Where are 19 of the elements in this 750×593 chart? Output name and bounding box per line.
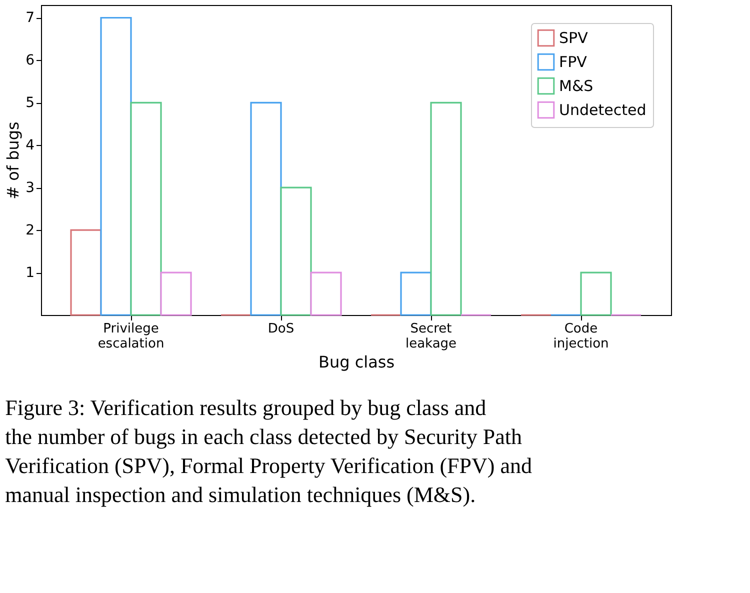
y-tick-label: 3	[26, 180, 34, 196]
legend-label: FPV	[559, 53, 588, 71]
legend-label: SPV	[559, 29, 589, 47]
y-tick-label: 7	[26, 10, 34, 26]
x-axis-title: Bug class	[318, 352, 395, 372]
y-tick-label: 4	[26, 138, 35, 154]
y-tick-label: 5	[26, 95, 34, 112]
y-tick-label: 1	[26, 265, 34, 282]
x-tick-label: Code injection	[553, 322, 609, 352]
caption: Figure 3: Verification results grouped by bug class and the number of bugs in each class detected by Security Path Verification (SPV), Formal Property Verification (FPV) and manual inspection and simulation techniques (M&S).	[5, 395, 532, 507]
x-tick-label: Secret leakage	[405, 322, 457, 352]
x-tick-label: DoS	[268, 322, 294, 336]
y-tick-label: 2	[26, 222, 34, 239]
y-axis-title: # of bugs	[4, 122, 23, 200]
x-tick-label: Privilege escalation	[98, 322, 164, 352]
y-tick-label: 6	[26, 52, 35, 69]
bar	[580, 272, 612, 316]
legend-label: M&S	[559, 77, 594, 95]
legend-label: Undetected	[559, 101, 646, 119]
